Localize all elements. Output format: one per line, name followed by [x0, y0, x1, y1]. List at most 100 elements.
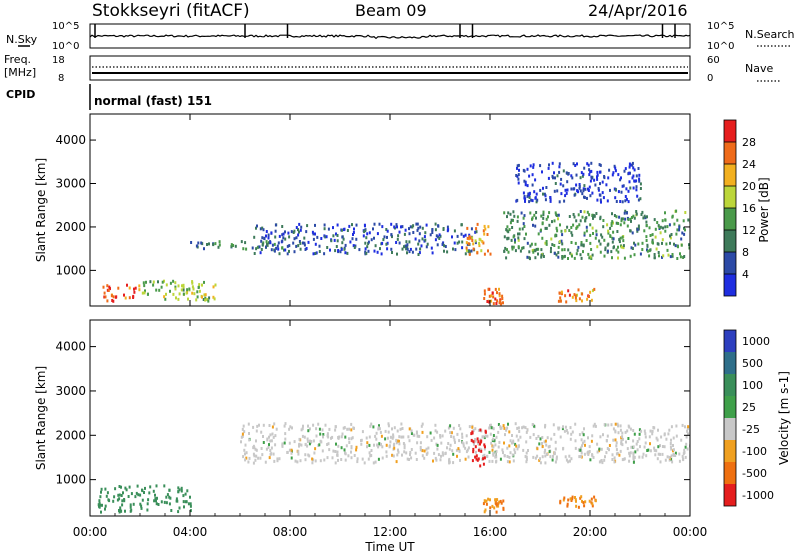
- velocity-echo-cell: [365, 436, 368, 440]
- velocity-echo-cell: [669, 445, 672, 449]
- power-echo-cell: [617, 256, 619, 260]
- power-echo-cell: [588, 185, 591, 189]
- power-echo-cell: [298, 240, 301, 243]
- power-echo-cell: [273, 242, 276, 246]
- velocity-echo-cell: [470, 438, 473, 442]
- power-echo-cell: [636, 194, 639, 198]
- power-echo-cell: [517, 177, 520, 181]
- power-echo-cell: [557, 245, 560, 249]
- power-echo-cell: [592, 232, 594, 235]
- power-echo-cell: [531, 199, 534, 203]
- power-echo-cell: [218, 243, 221, 247]
- power-echo-cell: [590, 257, 593, 260]
- power-echo-cell: [648, 254, 651, 258]
- velocity-echo-cell: [619, 424, 622, 428]
- velocity-echo-cell: [366, 441, 369, 445]
- velocity-echo-cell: [480, 449, 483, 453]
- power-echo-cell: [260, 239, 263, 243]
- power-echo-cell: [256, 245, 259, 249]
- power-echo-cell: [265, 230, 268, 233]
- power-echo-cell: [540, 248, 543, 252]
- power-echo-cell: [471, 236, 474, 240]
- velocity-echo-cell: [494, 498, 497, 502]
- velocity-echo-cell: [577, 505, 580, 509]
- power-echo-cell: [643, 214, 646, 218]
- power-echo-cell: [456, 241, 459, 245]
- velocity-echo-cell: [479, 464, 482, 468]
- velocity-echo-cell: [334, 450, 337, 453]
- power-echo-cell: [532, 163, 535, 167]
- velocity-echo-cell: [403, 446, 406, 450]
- velocity-echo-cell: [675, 424, 678, 428]
- velocity-echo-cell: [607, 423, 610, 427]
- power-echo-cell: [648, 249, 651, 253]
- power-echo-cell: [584, 219, 587, 223]
- velocity-echo-cell: [180, 489, 183, 493]
- velocity-echo-cell: [387, 424, 390, 428]
- velocity-echo-cell: [314, 459, 317, 463]
- power-echo-cell: [617, 250, 620, 254]
- velocity-echo-cell: [459, 458, 461, 462]
- power-echo-cell: [260, 248, 263, 251]
- power-echo-cell: [561, 292, 563, 296]
- power-echo-cell: [212, 295, 215, 299]
- power-echo-cell: [366, 232, 369, 236]
- power-echo-cell: [417, 253, 420, 256]
- power-echo-cell: [470, 249, 473, 253]
- power-echo-cell: [536, 198, 539, 202]
- velocity-echo-cell: [387, 422, 390, 426]
- velocity-echo-cell: [596, 442, 599, 446]
- velocity-echo-cell: [470, 432, 473, 436]
- power-echo-cell: [588, 256, 591, 260]
- power-echo-cell: [517, 245, 520, 249]
- velocity-echo-cell: [273, 459, 276, 463]
- power-echo-cell: [330, 239, 333, 243]
- cpid-panel: CPID normal (fast) 151: [6, 84, 212, 110]
- velocity-echo-cell: [544, 454, 547, 458]
- power-echo-cell: [580, 171, 583, 175]
- power-echo-cell: [490, 294, 493, 298]
- power-echo-cell: [611, 256, 613, 260]
- velocity-colorbar-tick-label: 1000: [742, 335, 770, 348]
- power-echo-cell: [365, 251, 368, 255]
- velocity-echo-cell: [426, 435, 429, 439]
- power-echo-cell: [203, 293, 206, 297]
- velocity-echo-cell: [378, 442, 381, 446]
- power-echo-cell: [599, 250, 602, 254]
- power-echo-cell: [594, 183, 597, 187]
- velocity-echo-cell: [319, 459, 322, 463]
- power-echo-cell: [642, 216, 645, 220]
- power-echo-cell: [273, 249, 276, 253]
- power-echo-cell: [641, 241, 644, 245]
- power-echo-cell: [682, 256, 685, 259]
- power-echo-cell: [583, 233, 586, 237]
- velocity-echo-cell: [381, 456, 384, 460]
- power-echo-cell: [418, 232, 421, 236]
- power-echo-cell: [412, 231, 415, 234]
- velocity-echo-cell: [611, 458, 614, 461]
- power-echo-cell: [611, 240, 614, 244]
- power-echo-cell: [573, 293, 576, 297]
- power-echo-cell: [612, 230, 615, 234]
- power-echo-cell: [144, 289, 146, 293]
- power-echo-cell: [614, 166, 617, 170]
- power-echo-cell: [474, 239, 477, 243]
- power-echo-cell: [514, 238, 516, 242]
- power-echo-cell: [657, 251, 660, 254]
- velocity-echo-cell: [395, 460, 398, 464]
- power-echo-cell: [645, 224, 648, 228]
- power-echo-cell: [343, 247, 346, 251]
- velocity-colorbar-swatch: [724, 374, 736, 396]
- velocity-echo-cell: [323, 458, 326, 462]
- power-echo-cell: [682, 219, 685, 223]
- velocity-echo-cell: [511, 453, 514, 457]
- velocity-echo-cell: [570, 432, 573, 436]
- power-echo-cell: [494, 297, 497, 301]
- power-echo-cell: [611, 236, 614, 240]
- power-echo-cell: [608, 168, 611, 172]
- power-echo-cell: [528, 196, 531, 199]
- velocity-echo-cell: [594, 424, 597, 428]
- velocity-echo-cell: [562, 446, 565, 450]
- power-echo-cell: [564, 229, 567, 233]
